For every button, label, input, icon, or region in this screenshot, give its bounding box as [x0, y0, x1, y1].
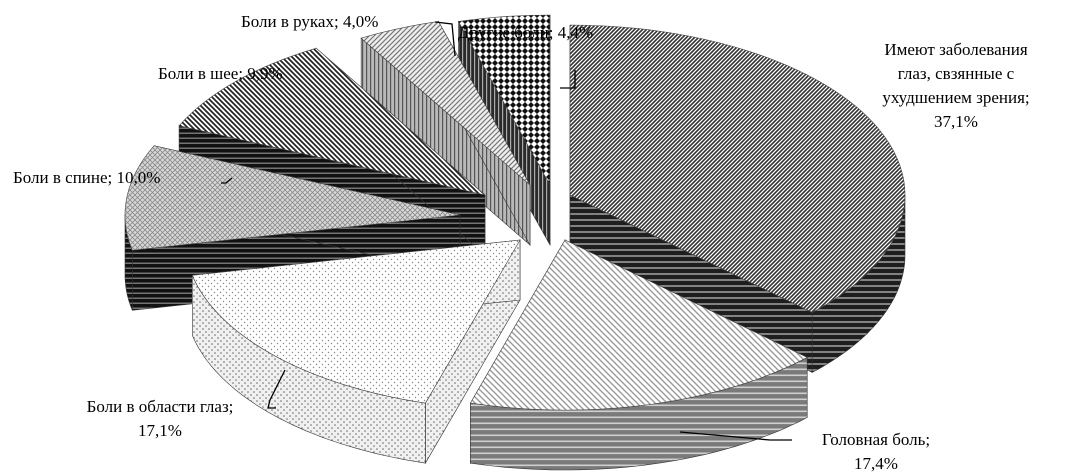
pie-slice-top	[124, 145, 461, 251]
slice-label-2: Головная боль; 17,4%	[822, 430, 930, 473]
pie-slice-1	[569, 24, 906, 373]
slice-label-1: Имеют заболевания глаз, свзянные с ухудшен…	[882, 40, 1029, 131]
leader-line-7	[560, 70, 576, 89]
pie-slice-top	[469, 239, 808, 411]
pie-slice-top	[191, 239, 521, 404]
leader-line-2	[679, 431, 792, 441]
leader-line-3	[267, 369, 286, 409]
pie-slice-6	[360, 20, 531, 247]
slice-label-7: Другие боли; 4,4%	[458, 23, 593, 42]
slice-label-4: Боли в спине; 10,0%	[13, 168, 160, 187]
pie-slice-top	[360, 21, 531, 186]
pie-slice-2	[469, 238, 808, 471]
pie-slice-top	[457, 14, 551, 187]
slice-label-6: Боли в руках; 4,0%	[241, 12, 378, 31]
pie-slice-top	[569, 24, 906, 313]
pie-slice-top	[178, 47, 486, 196]
slice-label-5: Боли в шее; 9,9%	[158, 64, 283, 83]
pie-slice-3	[191, 238, 521, 465]
leader-line-6	[434, 21, 456, 57]
slice-label-3: Боли в области глаз; 17,1%	[87, 397, 234, 440]
leader-line-4	[221, 177, 233, 184]
